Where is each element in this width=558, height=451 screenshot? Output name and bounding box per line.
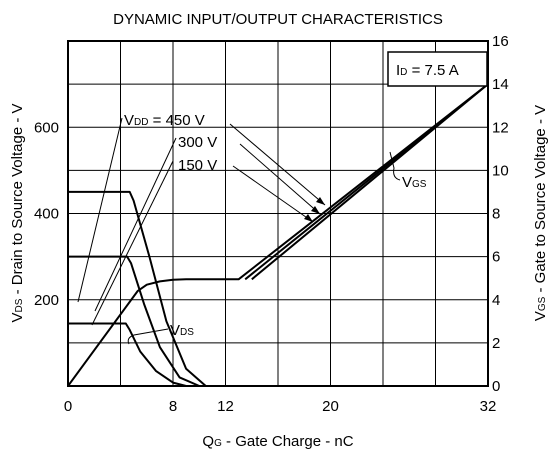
left-tick-label: 600 — [34, 119, 59, 136]
series-line-3 — [68, 322, 187, 387]
x-tick-labels: 0 8 12 20 32 — [64, 398, 497, 415]
right-tick-label: 8 — [492, 206, 500, 223]
arrow-head-300 — [311, 206, 320, 214]
x-tick-label: 0 — [64, 398, 72, 415]
x-tick-label: 20 — [322, 398, 339, 415]
leader-vdd-450-vgs — [229, 123, 326, 206]
arrow-head-450 — [316, 197, 325, 205]
vdd-150-label: 150 V — [178, 157, 217, 174]
leader-vds — [127, 328, 169, 345]
series-line-1 — [68, 190, 207, 387]
right-tick-labels: 0 2 4 6 8 10 12 14 16 — [492, 33, 509, 395]
right-tick-label: 2 — [492, 335, 500, 352]
vdd-450-label: VDD = 450 V — [124, 112, 205, 129]
plot-frame — [67, 40, 489, 387]
y-axis-label-left: VDS - Drain to Source Voltage - V — [9, 103, 26, 322]
leader-vdd-450-vds — [77, 117, 123, 303]
x-axis-label: QG - Gate Charge - nC — [202, 433, 353, 450]
leader-lines — [77, 117, 401, 345]
leader-vdd-150-vgs — [232, 165, 314, 223]
left-tick-label: 400 — [34, 206, 59, 223]
leader-vdd-150-vds — [91, 160, 174, 326]
series-line-4 — [67, 83, 489, 387]
series-line-6 — [251, 83, 489, 281]
x-tick-label: 8 — [169, 398, 177, 415]
right-tick-label: 6 — [492, 249, 500, 266]
right-tick-label: 14 — [492, 76, 509, 93]
left-tick-label: 200 — [34, 292, 59, 309]
right-tick-label: 12 — [492, 119, 509, 136]
x-tick-label: 12 — [217, 398, 234, 415]
right-tick-label: 16 — [492, 33, 509, 50]
leader-vdd-300-vgs — [239, 143, 321, 215]
leader-vdd-300-vds — [94, 137, 177, 312]
leader-vgs — [389, 151, 401, 181]
id-box — [387, 51, 488, 87]
chart-title: DYNAMIC INPUT/OUTPUT CHARACTERISTICS — [113, 11, 443, 28]
x-tick-label: 32 — [480, 398, 497, 415]
right-tick-label: 10 — [492, 162, 509, 179]
arrow-head-150 — [304, 214, 313, 222]
right-tick-label: 4 — [492, 292, 500, 309]
y-axis-label-right: VGS - Gate to Source Voltage - V — [532, 105, 549, 321]
curves — [67, 83, 489, 387]
vds-label: VDS — [170, 322, 194, 339]
id-label: ID = 7.5 A — [396, 62, 459, 79]
series-line-2 — [68, 255, 200, 387]
vdd-300-label: 300 V — [178, 134, 217, 151]
right-tick-label: 0 — [492, 378, 500, 395]
vgs-label: VGS — [402, 174, 427, 191]
left-tick-labels: 200 400 600 — [34, 119, 59, 309]
